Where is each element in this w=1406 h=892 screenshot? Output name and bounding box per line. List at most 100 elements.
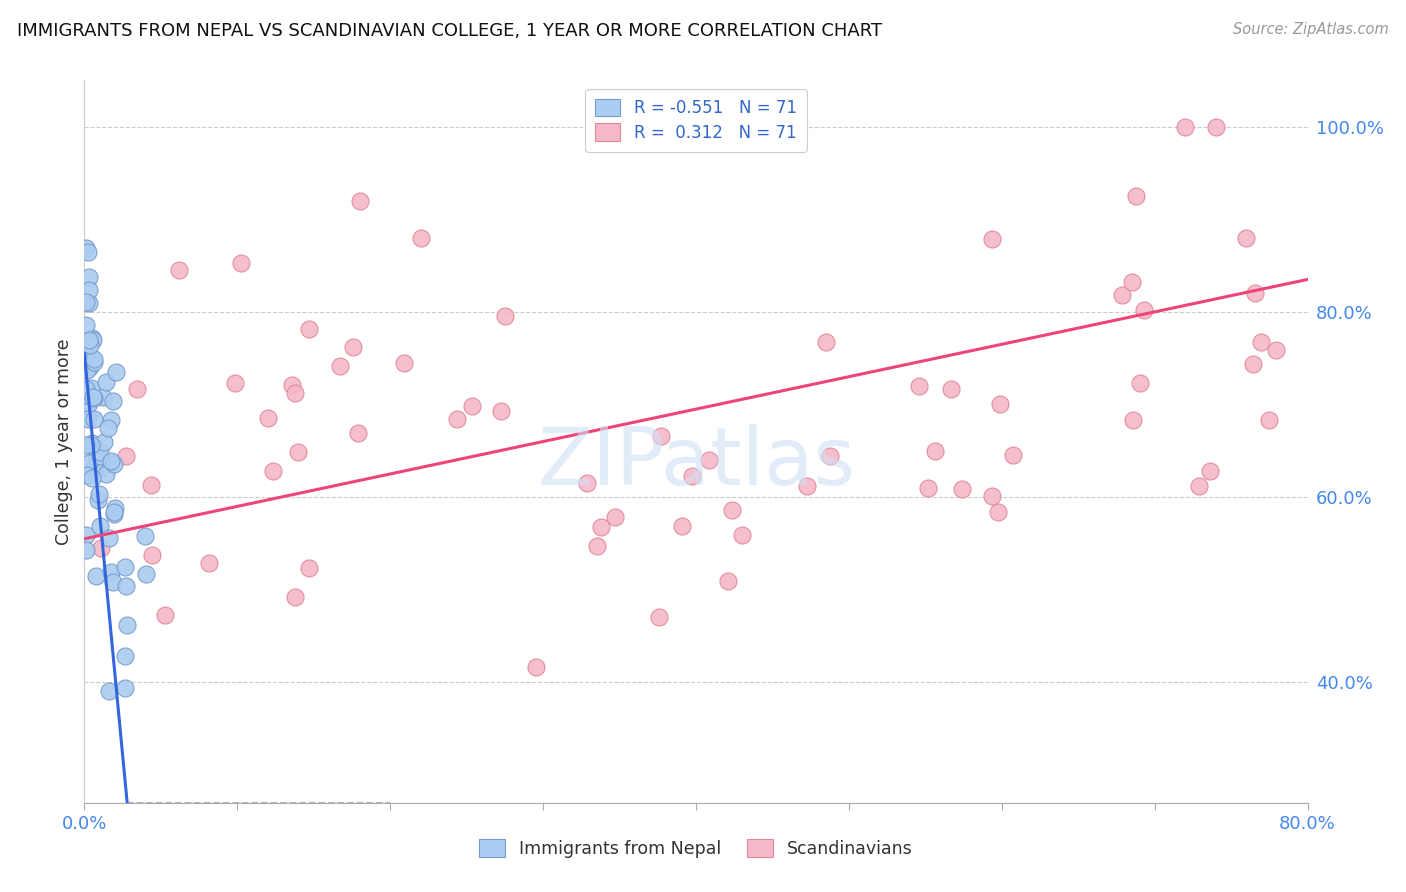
Point — [981, 490, 1004, 504]
Point — [76, 398, 98, 412]
Point — [287, 445, 309, 459]
Point — [114, 559, 136, 574]
Point — [89, 519, 111, 533]
Point — [262, 464, 284, 478]
Point — [79, 338, 101, 352]
Point — [86, 449, 108, 463]
Point — [1174, 120, 1197, 134]
Point — [80, 437, 103, 451]
Point — [329, 359, 352, 373]
Point — [980, 232, 1002, 246]
Point — [589, 520, 612, 534]
Point — [1129, 376, 1152, 390]
Point — [125, 382, 148, 396]
Point — [75, 318, 97, 332]
Point — [103, 505, 125, 519]
Point — [77, 283, 100, 297]
Point — [76, 411, 98, 425]
Point — [717, 574, 740, 588]
Point — [796, 479, 818, 493]
Point — [297, 322, 319, 336]
Point — [342, 340, 364, 354]
Point — [100, 453, 122, 467]
Legend: Immigrants from Nepal, Scandinavians: Immigrants from Nepal, Scandinavians — [471, 830, 921, 866]
Point — [80, 330, 103, 344]
Point — [524, 660, 547, 674]
Point — [75, 438, 97, 452]
Point — [409, 231, 432, 245]
Point — [141, 548, 163, 562]
Point — [79, 359, 101, 374]
Point — [697, 452, 720, 467]
Point — [100, 413, 122, 427]
Point — [198, 556, 221, 570]
Point — [988, 397, 1011, 411]
Point — [917, 481, 939, 495]
Point — [101, 394, 124, 409]
Point — [90, 460, 112, 475]
Point — [731, 528, 754, 542]
Point — [280, 378, 302, 392]
Point — [648, 610, 671, 624]
Point — [83, 352, 105, 367]
Point — [446, 411, 468, 425]
Point — [224, 376, 246, 390]
Point — [924, 444, 946, 458]
Text: Source: ZipAtlas.com: Source: ZipAtlas.com — [1233, 22, 1389, 37]
Point — [1250, 334, 1272, 349]
Point — [671, 519, 693, 533]
Point — [489, 404, 512, 418]
Point — [114, 681, 136, 696]
Point — [576, 476, 599, 491]
Point — [950, 482, 973, 496]
Text: IMMIGRANTS FROM NEPAL VS SCANDINAVIAN COLLEGE, 1 YEAR OR MORE CORRELATION CHART: IMMIGRANTS FROM NEPAL VS SCANDINAVIAN CO… — [17, 22, 882, 40]
Point — [141, 477, 163, 491]
Point — [98, 683, 121, 698]
Point — [721, 503, 744, 517]
Point — [153, 608, 176, 623]
Point — [681, 468, 703, 483]
Point — [115, 579, 138, 593]
Point — [103, 457, 125, 471]
Point — [96, 467, 118, 481]
Point — [76, 467, 98, 482]
Point — [347, 425, 370, 440]
Point — [284, 385, 307, 400]
Point — [1188, 479, 1211, 493]
Point — [75, 527, 97, 541]
Point — [82, 333, 104, 347]
Point — [77, 245, 100, 260]
Point — [75, 543, 97, 558]
Point — [1122, 413, 1144, 427]
Point — [75, 295, 97, 310]
Point — [939, 382, 962, 396]
Point — [80, 470, 103, 484]
Point — [83, 412, 105, 426]
Point — [586, 539, 609, 553]
Point — [908, 379, 931, 393]
Point — [75, 357, 97, 371]
Point — [75, 382, 97, 396]
Point — [75, 241, 97, 255]
Point — [1205, 120, 1227, 134]
Point — [83, 460, 105, 475]
Point — [93, 435, 115, 450]
Point — [1121, 275, 1143, 289]
Point — [84, 568, 107, 582]
Point — [169, 263, 191, 277]
Point — [86, 492, 108, 507]
Point — [134, 529, 156, 543]
Point — [114, 648, 136, 663]
Point — [650, 429, 672, 443]
Point — [1125, 189, 1147, 203]
Y-axis label: College, 1 year or more: College, 1 year or more — [55, 338, 73, 545]
Point — [1236, 231, 1258, 245]
Point — [77, 456, 100, 470]
Point — [94, 375, 117, 389]
Point — [77, 387, 100, 401]
Point — [1199, 464, 1222, 478]
Point — [1243, 286, 1265, 301]
Point — [135, 567, 157, 582]
Point — [83, 354, 105, 368]
Point — [103, 507, 125, 521]
